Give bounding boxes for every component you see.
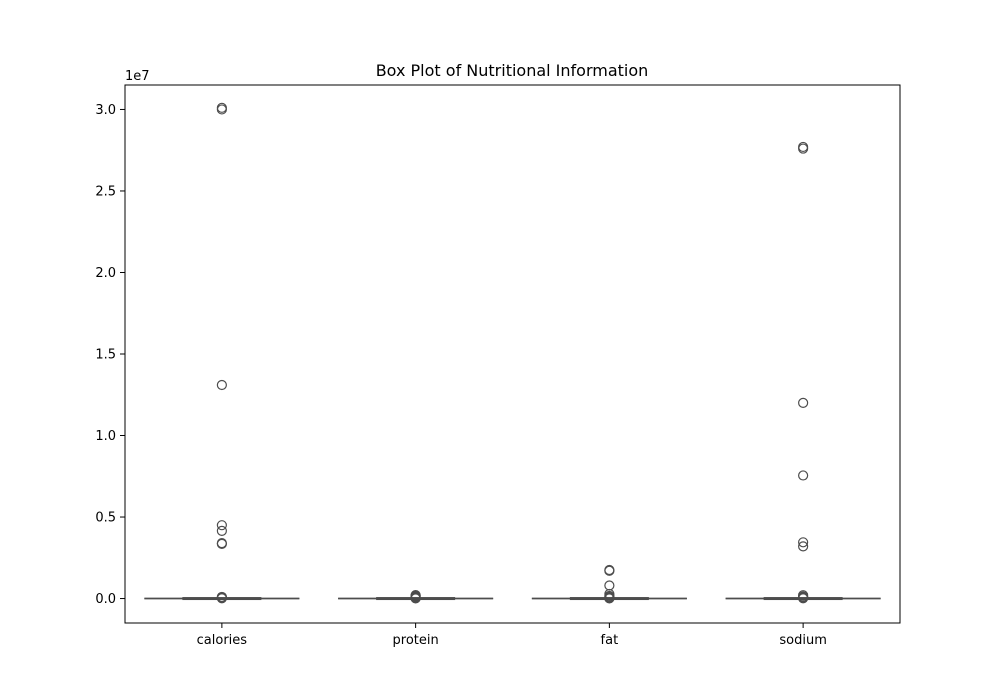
y-tick-label: 0.5	[95, 511, 116, 526]
outlier-point-sodium	[798, 537, 809, 548]
outlier-point-calories	[216, 538, 227, 550]
outlier-point-calories	[216, 104, 227, 115]
outlier-point-protein	[410, 593, 421, 604]
outlier-point-fat	[604, 593, 615, 604]
outlier-point-fat	[604, 580, 615, 591]
x-tick-label-sodium: sodium	[779, 633, 827, 648]
x-tick-label-calories: calories	[197, 633, 248, 648]
outlier-point-sodium	[798, 593, 809, 604]
outlier-point-sodium	[798, 397, 809, 409]
y-tick-label: 3.0	[95, 103, 116, 118]
y-tick-label: 0.0	[95, 592, 116, 607]
y-tick-label: 1.0	[95, 429, 116, 444]
outlier-point-fat	[604, 565, 615, 576]
axes-frame	[124, 84, 901, 624]
y-tick-label: 2.0	[95, 266, 116, 281]
chart-title: Box Plot of Nutritional Information	[376, 61, 649, 80]
plot-area: 0.0 0.5 1.0 1.5 2.0 2.5 3.0 calories protein fat s…	[95, 84, 901, 648]
outlier-point-calories	[216, 520, 227, 531]
x-tick-label-protein: protein	[393, 633, 439, 648]
x-tick-label-fat: fat	[601, 633, 619, 648]
y-tick-label: 2.5	[95, 184, 116, 199]
outlier-point-calories	[216, 593, 227, 604]
outlier-point-calories	[216, 379, 227, 391]
outlier-point-sodium	[798, 143, 809, 154]
y-axis-offset-label: 1e7	[125, 69, 150, 84]
outlier-point-sodium	[798, 541, 809, 552]
outlier-point-calories	[216, 525, 227, 536]
outlier-point-sodium	[798, 470, 809, 481]
y-tick-label: 1.5	[95, 348, 116, 363]
